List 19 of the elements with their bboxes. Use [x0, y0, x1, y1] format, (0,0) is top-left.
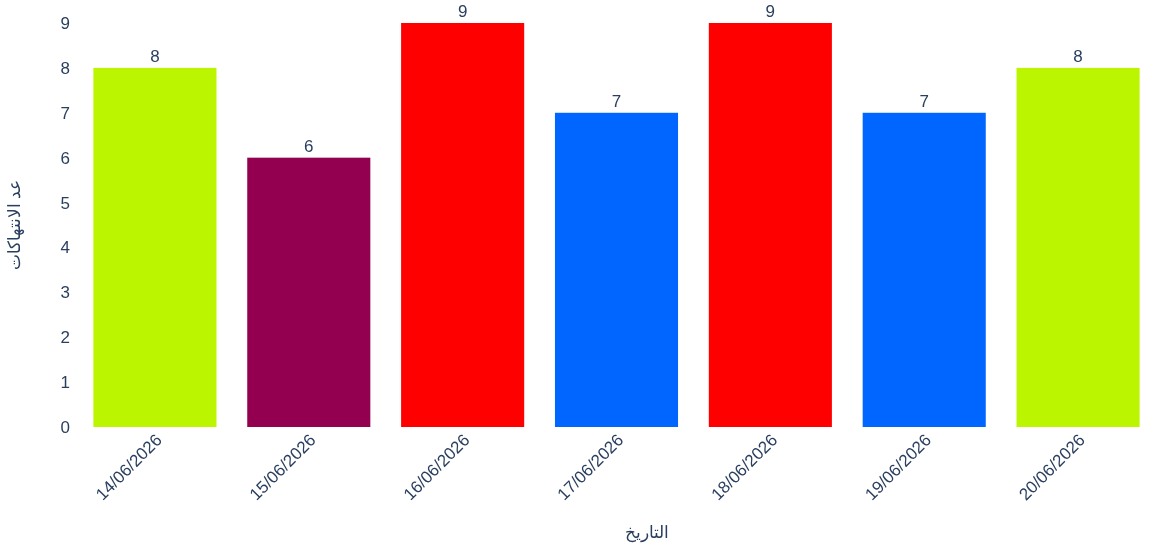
ytick: 8	[60, 58, 70, 78]
ytick: 2	[60, 328, 70, 348]
x-axis-title: التاريخ	[624, 523, 669, 543]
ytick: 3	[60, 283, 70, 303]
ytick: 1	[60, 373, 70, 393]
data-label: 8	[1073, 46, 1083, 66]
ytick: 5	[60, 193, 70, 213]
data-label: 7	[919, 91, 929, 111]
ytick: 7	[60, 103, 70, 123]
data-label: 8	[150, 46, 160, 66]
data-label: 9	[765, 2, 776, 21]
y-axis-title: عد الانتهاكات	[5, 179, 25, 271]
data-label: 9	[457, 2, 468, 21]
ytick: 0	[60, 418, 70, 437]
ytick: 4	[60, 238, 70, 258]
ytick: 6	[60, 148, 70, 168]
ytick: 9	[60, 14, 70, 33]
data-label: 7	[611, 91, 622, 111]
data-label: 6	[304, 136, 314, 156]
